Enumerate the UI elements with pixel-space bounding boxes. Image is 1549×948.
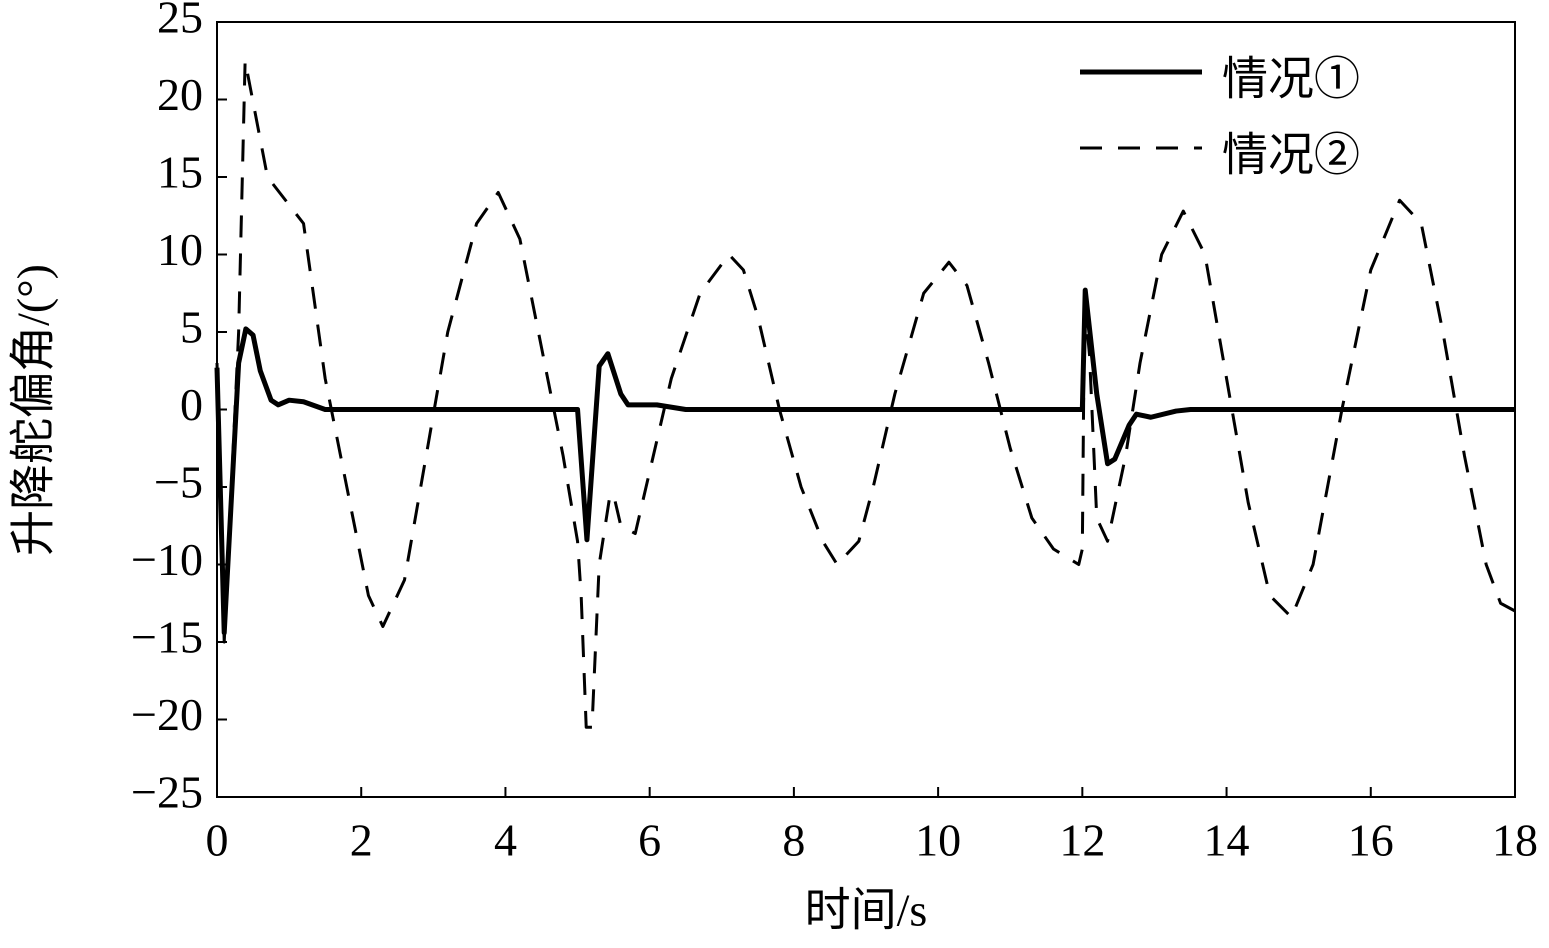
y-tick-label: 25 [157,0,203,43]
x-tick-label: 12 [1059,815,1105,866]
legend-label: 情况② [1222,130,1360,181]
x-tick-label: 10 [915,815,961,866]
y-tick-label: 0 [180,379,203,430]
x-tick-label: 0 [206,815,229,866]
x-tick-label: 4 [494,815,517,866]
x-tick-label: 16 [1348,815,1394,866]
y-tick-label: 20 [157,69,203,120]
series-line [215,59,1516,729]
x-tick-label: 18 [1492,815,1538,866]
x-tick-label: 14 [1204,815,1250,866]
y-tick-label: −20 [131,689,203,740]
x-tick-label: 6 [638,815,661,866]
y-tick-label: −5 [154,457,203,508]
y-tick-label: −15 [131,612,203,663]
y-tick-label: 15 [157,147,203,198]
y-axis-label: 升降舵偏角/(°) [8,264,59,556]
legend-label: 情况① [1222,54,1360,105]
y-tick-label: −10 [131,534,203,585]
series-line [214,287,1515,636]
x-tick-label: 8 [782,815,805,866]
y-tick-label: 10 [157,224,203,275]
x-tick-label: 2 [350,815,373,866]
y-tick-label: −25 [131,767,203,818]
y-tick-label: 5 [180,302,203,353]
x-axis-label: 时间/s [805,885,928,936]
